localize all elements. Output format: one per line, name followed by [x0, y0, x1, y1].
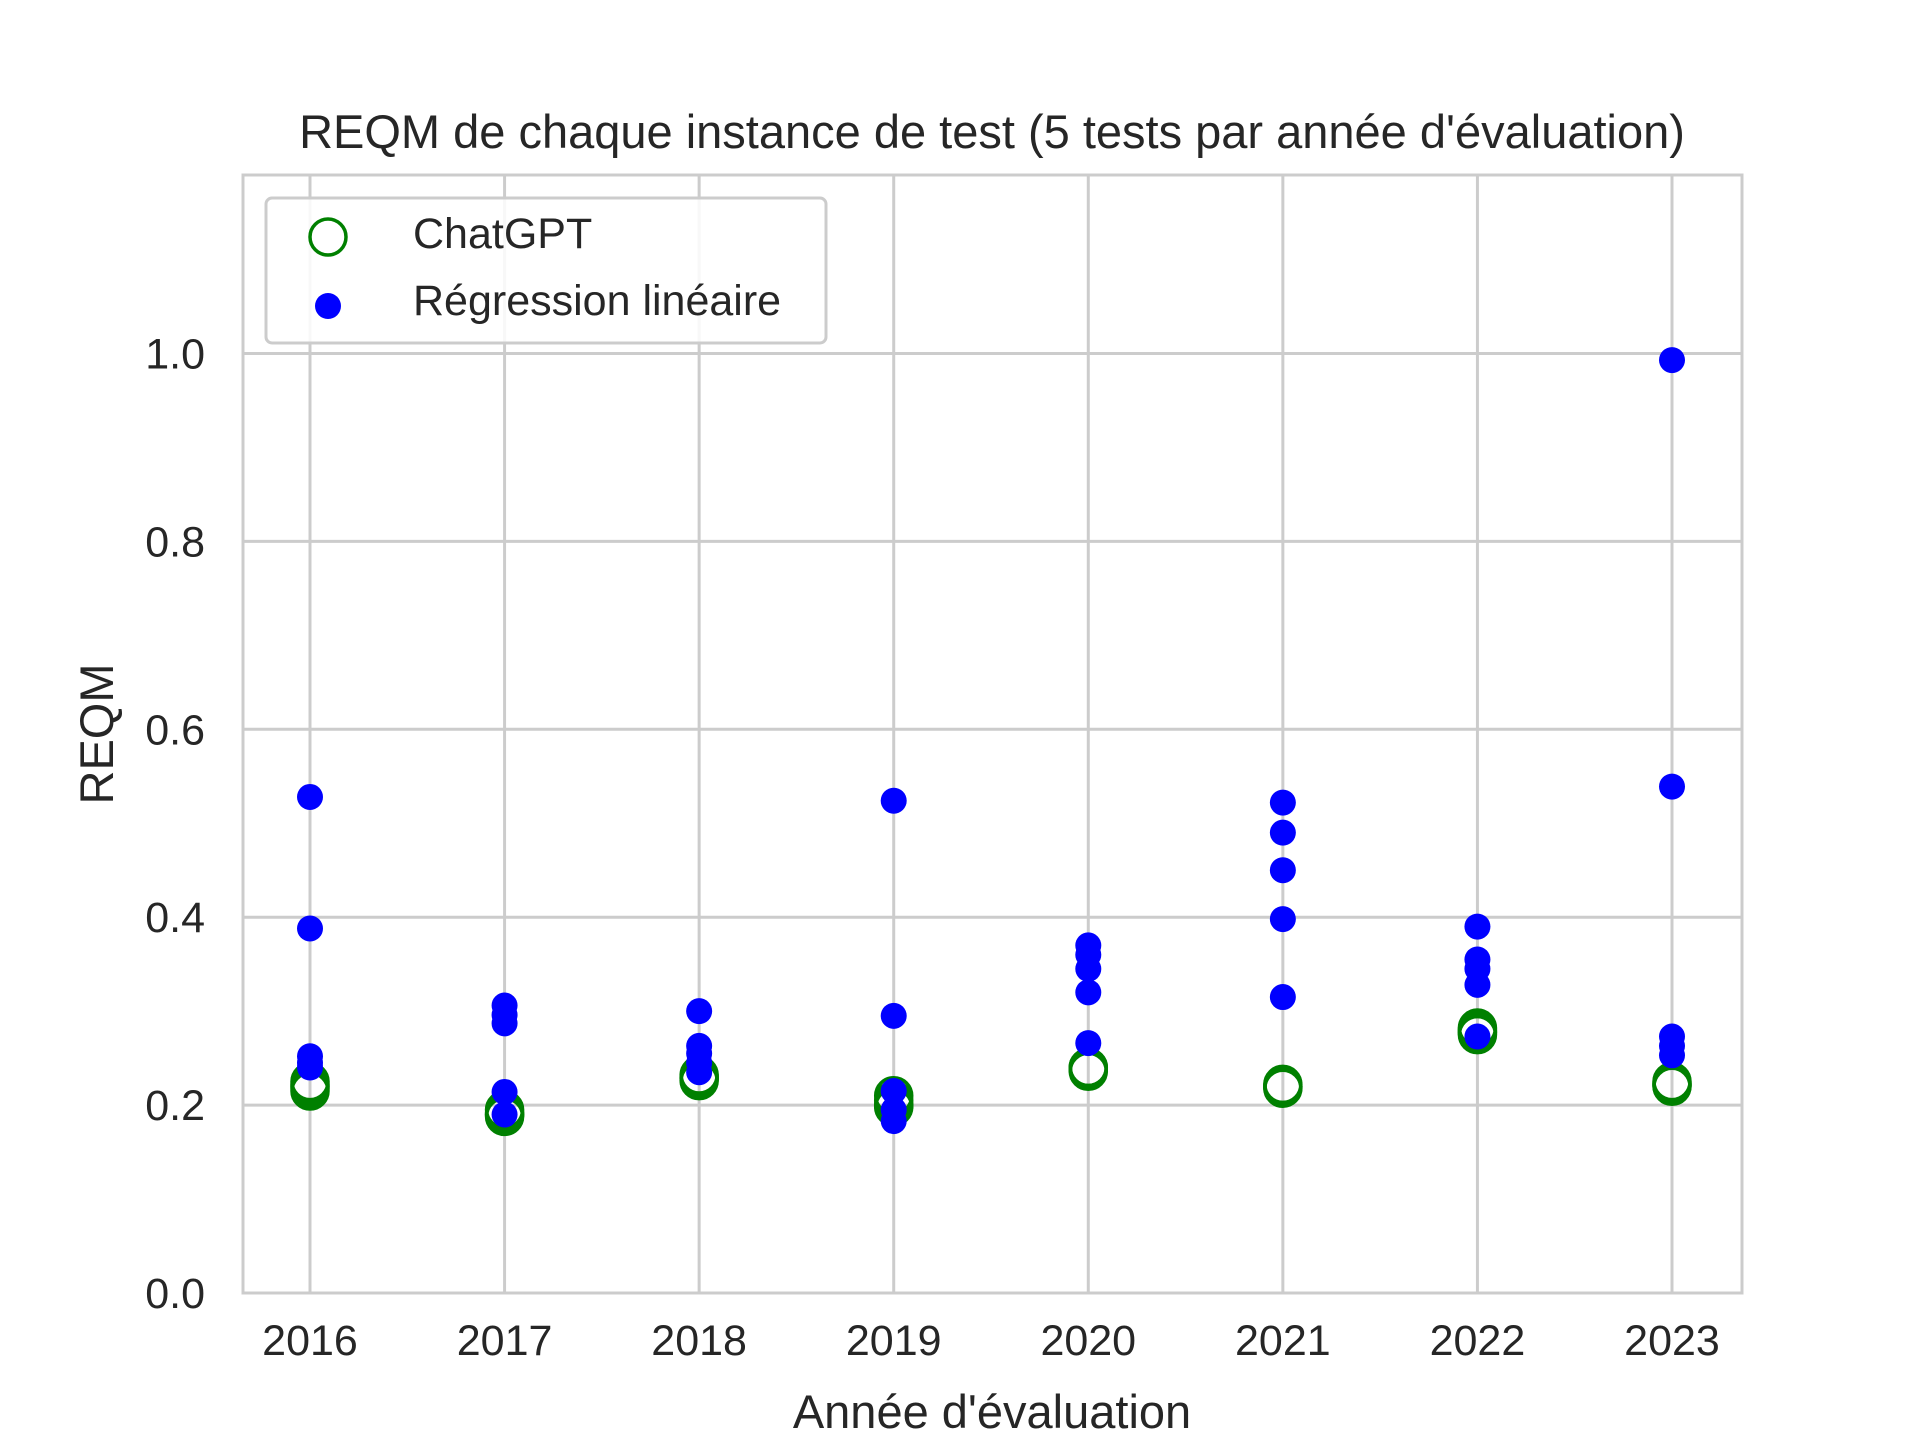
regression-point — [1269, 984, 1296, 1011]
chart-title: REQM de chaque instance de test (5 tests… — [299, 105, 1685, 158]
regression-point — [297, 783, 323, 810]
regression-point — [686, 998, 713, 1025]
legend-frame — [264, 196, 828, 345]
regression-point — [880, 787, 907, 814]
y-tick-label: 1.0 — [145, 331, 205, 379]
regression-point — [1659, 347, 1685, 374]
regression-point — [1464, 971, 1491, 998]
legend-marker-chatgpt — [308, 217, 348, 257]
regression-point — [297, 915, 323, 942]
regression-point — [1269, 819, 1296, 846]
x-tick-label: 2017 — [457, 1317, 553, 1365]
y-tick-label: 0.8 — [145, 518, 205, 566]
x-tick-label: 2018 — [651, 1317, 747, 1365]
x-tick-label: 2022 — [1430, 1317, 1526, 1365]
regression-point — [686, 1059, 713, 1086]
regression-point — [1659, 773, 1685, 800]
regression-point — [1269, 857, 1296, 884]
chatgpt-point — [1457, 1013, 1498, 1053]
regression-point — [1464, 1023, 1491, 1050]
regression-point — [880, 1002, 907, 1029]
x-tick-label: 2021 — [1235, 1317, 1331, 1365]
x-tick-label: 2023 — [1624, 1317, 1720, 1365]
y-axis-label: REQM — [70, 664, 123, 805]
regression-point — [297, 1054, 323, 1081]
legend-label-chatgpt: ChatGPT — [413, 210, 592, 258]
x-tick-label: 2020 — [1040, 1317, 1136, 1365]
legend-label-regression: Régression linéaire — [413, 277, 781, 325]
y-tick-label: 0.0 — [145, 1270, 205, 1318]
regression-point — [491, 1101, 518, 1128]
regression-point — [1464, 913, 1491, 940]
x-tick-label: 2016 — [262, 1317, 358, 1365]
chatgpt-point — [1263, 1066, 1303, 1107]
plot-frame — [241, 173, 1744, 1295]
y-tick-labels: 0.0 0.2 0.4 0.6 0.8 1.0 — [145, 331, 205, 1318]
legend-marker-regression — [315, 293, 341, 319]
regression-point — [880, 1108, 907, 1135]
x-tick-label: 2019 — [846, 1317, 942, 1365]
legend: ChatGPT Régression linéaire — [264, 196, 828, 345]
y-tick-label: 0.4 — [145, 894, 205, 942]
regression-point — [491, 1078, 518, 1105]
y-tick-label: 0.2 — [145, 1082, 205, 1130]
regression-point — [1075, 979, 1102, 1006]
regression-point — [1075, 1030, 1102, 1057]
x-axis-label: Année d'évaluation — [793, 1385, 1191, 1438]
y-tick-label: 0.6 — [145, 706, 205, 754]
regression-point — [1269, 906, 1296, 933]
data-points — [290, 347, 1692, 1137]
regression-point — [1075, 955, 1102, 982]
regression-point — [491, 1010, 518, 1037]
regression-point — [880, 1078, 907, 1105]
regression-point — [1269, 789, 1296, 816]
regression-point — [1659, 1042, 1685, 1069]
x-tick-labels: 2016 2017 2018 2019 2020 2021 2022 2023 — [262, 1317, 1720, 1365]
